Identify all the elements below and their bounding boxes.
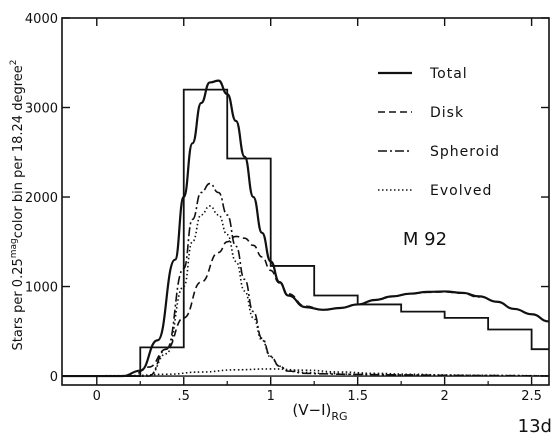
y-axis-title: Stars per 0.25magcolor bin per 18.24 deg… [9, 60, 26, 351]
series-evolved [61, 205, 550, 377]
y-tick-label-1: 1000 [25, 281, 58, 296]
legend-label-disk: Disk [430, 105, 464, 121]
x-axis-title: (V−I)RG [292, 401, 347, 423]
y-axis: 0 1000 2000 3000 4000 [25, 12, 549, 385]
legend-label-evolved: Evolved [430, 183, 492, 199]
legend-label-total: Total [429, 66, 468, 82]
x-tick-label-0: 0 [93, 389, 101, 404]
panel-label: 13d [518, 416, 552, 437]
histogram [62, 88, 549, 377]
plot-border [61, 17, 550, 386]
y-axis-title-sup: mag [9, 238, 19, 258]
series-disk [61, 235, 480, 377]
legend: Total Disk Spheroid Evolved [378, 66, 500, 199]
y-axis-title-tail-sup: 2 [9, 60, 19, 66]
y-tick-label-0: 0 [50, 370, 58, 385]
y-tick-label-4: 4000 [25, 12, 58, 27]
x-axis-title-main: (V−I) [292, 401, 331, 419]
y-tick-label-3: 3000 [25, 102, 58, 117]
plot-frame [61, 17, 550, 386]
x-tick-label-1: .5 [178, 389, 190, 404]
y-axis-title-main: Stars per 0.25 [11, 258, 26, 350]
x-tick-label-3: 1.5 [347, 389, 368, 404]
y-axis-title-tail: color bin per 18.24 degree [11, 65, 26, 238]
annotation-m92: M 92 [403, 229, 447, 250]
y-tick-label-2: 2000 [25, 191, 58, 206]
x-tick-label-5: 2.5 [521, 389, 542, 404]
x-axis-title-sub: RG [331, 410, 347, 423]
x-axis: 0 .5 1 1.5 2 2.5 [93, 18, 542, 404]
legend-label-spheroid: Spheroid [430, 144, 500, 160]
series-total [61, 79, 550, 378]
series-spheroid [61, 182, 550, 377]
histogram-steps [62, 88, 549, 377]
series-evolved-baseline [61, 368, 550, 377]
curves [61, 79, 550, 378]
x-tick-label-4: 2 [441, 389, 449, 404]
x-tick-label-2: 1 [267, 389, 275, 404]
